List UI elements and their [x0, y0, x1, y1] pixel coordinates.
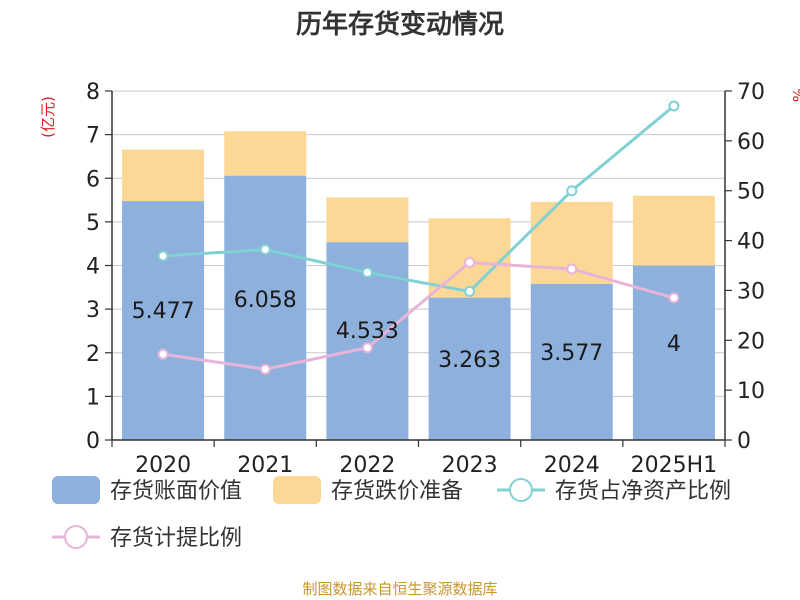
y-right-tick-label: 70: [737, 80, 765, 105]
y-left-tick-label: 6: [86, 167, 100, 192]
x-tick-label: 2025H1: [631, 453, 718, 478]
y-left-tick-label: 0: [86, 429, 100, 454]
x-tick-label: 2021: [237, 453, 293, 478]
bar-reserve: [326, 197, 409, 243]
point-net-asset-ratio: [668, 100, 680, 112]
point-provision-ratio: [361, 342, 373, 354]
line-provision-ratio: [162, 260, 675, 371]
data-label: 3.577: [540, 341, 603, 366]
point-net-asset-ratio: [157, 250, 169, 262]
y-left-tick-label: 5: [86, 211, 100, 236]
y-left-tick-label: 4: [86, 255, 100, 280]
data-label: 4.533: [336, 319, 399, 344]
point-net-asset-ratio: [464, 285, 476, 297]
y-left-tick-label: 8: [86, 80, 100, 105]
bar-reserve: [224, 131, 307, 176]
legend-label: 存货占净资产比例: [555, 479, 731, 504]
bar-reserve: [632, 195, 715, 266]
bars: [122, 131, 715, 440]
bar-reserve: [122, 149, 205, 202]
point-net-asset-ratio: [361, 266, 373, 278]
point-provision-ratio: [464, 257, 476, 269]
grid: [112, 90, 725, 441]
bar-book-value: [428, 297, 511, 440]
point-provision-ratio: [668, 292, 680, 304]
data-labels: 5.477 6.058 4.533 3.263 3.577 4: [132, 288, 681, 373]
point-provision-ratio: [259, 363, 271, 375]
y-right-tick-label: 10: [737, 379, 765, 404]
lines: [157, 100, 680, 375]
y-axis-left-label: (亿元): [39, 96, 57, 138]
legend-marker: [509, 478, 533, 502]
legend-marker: [64, 525, 88, 549]
y-right-tick-label: 50: [737, 180, 765, 205]
x-tick-label: 2024: [544, 453, 600, 478]
y-left-tick-label: 2: [86, 342, 100, 367]
source-note: 制图数据来自恒生聚源数据库: [302, 580, 497, 598]
bar-book-value: [122, 201, 205, 440]
data-label: 3.263: [438, 348, 501, 373]
x-tick-label: 2022: [339, 453, 395, 478]
legend-label: 存货跌价准备: [331, 479, 463, 504]
legend-label: 存货计提比例: [110, 526, 242, 551]
y-right-tick-label: 30: [737, 279, 765, 304]
data-label: 4: [667, 332, 681, 357]
y-left-tick-label: 3: [86, 298, 100, 323]
y-left-tick-label: 1: [86, 385, 100, 410]
data-label: 6.058: [234, 288, 297, 313]
legend-label: 存货账面价值: [110, 479, 242, 504]
bar-book-value: [224, 175, 307, 440]
data-label: 5.477: [132, 299, 195, 324]
axes: 0 1 2 3 4 5 6 7 8 0 10 20 30 40 50 60 70 2020 2021 2022 2023…: [86, 80, 765, 478]
x-tick-label: 2023: [442, 453, 498, 478]
y-axis-right-label: %: [790, 88, 800, 102]
chart-title: 历年存货变动情况: [296, 9, 504, 40]
point-provision-ratio: [157, 348, 169, 360]
point-net-asset-ratio: [566, 185, 578, 197]
legend-swatch: [52, 476, 100, 504]
line-net-asset-ratio: [162, 104, 675, 294]
y-left-tick-label: 7: [86, 124, 100, 149]
bar-book-value: [530, 283, 613, 440]
point-provision-ratio: [566, 263, 578, 275]
point-net-asset-ratio: [259, 244, 271, 256]
y-right-tick-label: 60: [737, 130, 765, 155]
y-right-tick-label: 40: [737, 230, 765, 255]
y-right-tick-label: 0: [737, 429, 751, 454]
y-right-tick-label: 20: [737, 329, 765, 354]
legend-swatch: [273, 476, 321, 504]
x-tick-label: 2020: [135, 453, 191, 478]
